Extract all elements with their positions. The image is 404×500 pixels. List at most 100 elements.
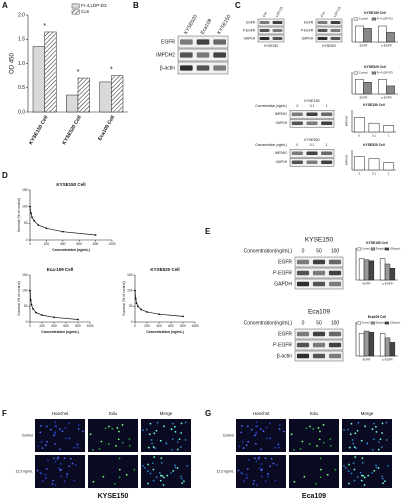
- nucleus: [277, 446, 280, 449]
- nucleus: [255, 421, 258, 424]
- nucleus: [151, 442, 154, 445]
- blot-band: [291, 160, 303, 164]
- nucleus: [293, 480, 296, 483]
- nucleus: [37, 445, 40, 448]
- protein-label: IMPDH2: [156, 52, 175, 58]
- nucleus: [308, 442, 311, 445]
- nucleus: [68, 437, 70, 440]
- blot-band: [213, 65, 226, 71]
- nucleus: [270, 457, 273, 460]
- y-tick-label: 50: [24, 221, 28, 225]
- nucleus: [165, 442, 168, 445]
- nucleus: [118, 476, 121, 479]
- micrograph: [35, 455, 85, 488]
- blot-band: [312, 353, 326, 359]
- nucleus: [154, 447, 156, 450]
- lane-label: LDP-D3: [333, 6, 342, 18]
- blot-band: [312, 270, 326, 276]
- nucleus: [363, 476, 366, 479]
- nucleus: [53, 434, 55, 437]
- nucleus: [255, 460, 258, 463]
- nucleus: [258, 467, 261, 470]
- legend-label: Control: [362, 322, 370, 325]
- bar: [389, 342, 396, 357]
- y-tick-label: 1.0: [18, 61, 25, 67]
- blot-strip: [315, 34, 343, 43]
- blot-band: [296, 281, 310, 287]
- blot-band: [312, 342, 326, 348]
- nucleus: [317, 427, 320, 429]
- blot-band: [306, 160, 318, 164]
- nucleus: [360, 439, 363, 442]
- blot-band: [312, 331, 326, 337]
- nucleus: [44, 473, 47, 476]
- point: [135, 302, 138, 305]
- x-tick-label: 0: [29, 242, 31, 246]
- nucleus: [108, 425, 110, 428]
- nucleus: [73, 446, 76, 449]
- blot-band: [328, 342, 342, 348]
- micrograph: [236, 455, 286, 488]
- nucleus: [356, 476, 359, 478]
- nucleus: [74, 464, 77, 466]
- x-tick-label: 400: [60, 242, 66, 246]
- nucleus: [77, 424, 80, 426]
- blot-band: [321, 112, 333, 116]
- protein-label: GAPDH: [274, 281, 292, 287]
- legend-label: 100ng/mL: [390, 248, 401, 251]
- point: [182, 315, 184, 318]
- nucleus: [242, 447, 245, 450]
- x-tick-label: 800: [180, 324, 186, 328]
- nucleus: [118, 430, 120, 433]
- nucleus: [51, 483, 54, 485]
- nucleus: [371, 428, 374, 431]
- legend-swatch: [384, 321, 390, 325]
- bar: [389, 268, 396, 281]
- point: [53, 316, 55, 319]
- y-axis-label: Survival (% of control): [17, 198, 21, 232]
- point: [140, 308, 142, 311]
- nucleus: [268, 422, 271, 425]
- nucleus: [254, 457, 256, 460]
- nucleus: [375, 430, 378, 433]
- nucleus: [121, 441, 124, 444]
- row-label: 12.5 ng/mL: [216, 469, 234, 473]
- nucleus: [360, 479, 363, 482]
- protein-label: P-EGFR: [301, 28, 314, 32]
- nucleus: [361, 457, 364, 460]
- panel-letter: E: [205, 227, 211, 236]
- caption: KYSE150: [98, 493, 129, 500]
- x-tick-label: 0: [359, 134, 361, 138]
- x-tick-label: 600: [63, 324, 69, 328]
- nucleus: [159, 479, 162, 482]
- nucleus: [152, 479, 155, 482]
- blot-band: [180, 65, 193, 71]
- nucleus: [44, 444, 47, 447]
- nucleus: [180, 475, 182, 478]
- nucleus: [257, 457, 260, 460]
- y-tick-label: 100: [127, 289, 133, 293]
- caption: Eca109: [302, 493, 326, 500]
- panel-letter: G: [205, 409, 211, 418]
- column-header: Hoechst: [253, 411, 270, 416]
- panel-letter: A: [2, 1, 8, 10]
- nucleus: [59, 468, 62, 471]
- dose: 50: [316, 320, 322, 326]
- bar: [368, 331, 375, 357]
- x-tick-label: p-EGFR: [381, 96, 391, 100]
- bar: [358, 333, 365, 357]
- point: [30, 303, 33, 306]
- legend-swatch: [371, 17, 377, 21]
- nucleus: [371, 472, 374, 474]
- y-tick-label: 0.5: [18, 85, 25, 91]
- row-label: Control: [223, 433, 235, 437]
- x-tick-label: p-EGFR: [382, 358, 392, 362]
- panel-letter: B: [133, 1, 139, 10]
- nucleus: [58, 428, 61, 431]
- y-tick-label: 0.0: [18, 109, 25, 115]
- nucleus: [66, 475, 68, 478]
- y-axis-label: OD 450: [10, 53, 16, 74]
- protein-label: EGFR: [278, 259, 292, 265]
- nucleus: [60, 475, 62, 478]
- nucleus: [258, 456, 261, 459]
